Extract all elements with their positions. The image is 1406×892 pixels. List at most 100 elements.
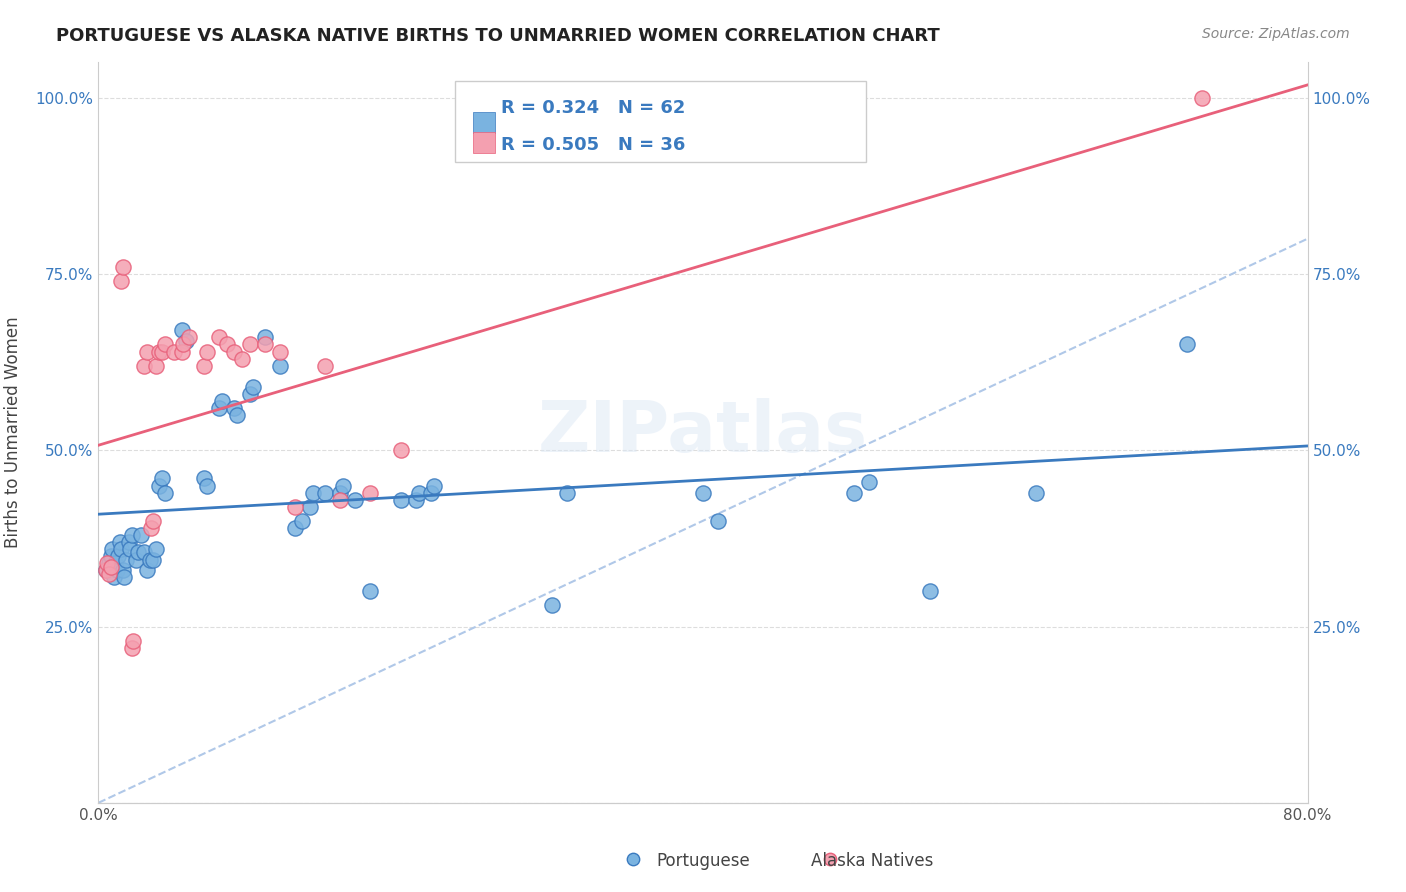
Point: [239, 387, 262, 401]
Point: [1175, 337, 1198, 351]
Point: [1024, 485, 1046, 500]
Point: [226, 408, 249, 422]
Point: [692, 485, 714, 500]
Point: [389, 443, 412, 458]
Point: [284, 500, 307, 514]
Point: [122, 633, 145, 648]
Point: [314, 485, 336, 500]
Point: [163, 344, 186, 359]
Point: [98, 556, 121, 570]
Point: [555, 485, 578, 500]
Point: [332, 478, 354, 492]
Point: [423, 478, 446, 492]
Point: [121, 640, 143, 655]
Point: [110, 541, 132, 556]
Y-axis label: Births to Unmarried Women: Births to Unmarried Women: [4, 317, 21, 549]
Point: [215, 337, 238, 351]
Point: [129, 528, 152, 542]
Point: [193, 359, 215, 373]
Point: [284, 521, 307, 535]
Point: [110, 274, 132, 288]
Point: [389, 492, 412, 507]
Text: R = 0.505   N = 36: R = 0.505 N = 36: [501, 136, 686, 153]
Point: [170, 344, 193, 359]
Point: [231, 351, 253, 366]
Point: [253, 330, 276, 344]
Point: [360, 584, 382, 599]
Point: [103, 570, 125, 584]
Point: [858, 475, 880, 489]
Point: [139, 552, 162, 566]
Point: [114, 552, 136, 566]
Point: [239, 337, 262, 351]
Point: [153, 485, 176, 500]
Point: [135, 344, 157, 359]
Point: [141, 521, 163, 535]
Point: [208, 330, 231, 344]
Point: [121, 528, 143, 542]
Point: [195, 478, 218, 492]
Point: [145, 359, 167, 373]
Point: [211, 393, 233, 408]
Text: R = 0.324   N = 62: R = 0.324 N = 62: [501, 99, 686, 117]
Point: [224, 401, 246, 415]
Point: [112, 570, 135, 584]
Point: [174, 334, 197, 348]
Point: [540, 599, 562, 613]
Text: R = 0.324   N = 62: R = 0.324 N = 62: [503, 96, 688, 114]
Point: [253, 337, 276, 351]
Text: PORTUGUESE VS ALASKA NATIVE BIRTHS TO UNMARRIED WOMEN CORRELATION CHART: PORTUGUESE VS ALASKA NATIVE BIRTHS TO UN…: [56, 27, 941, 45]
Point: [172, 337, 194, 351]
Point: [111, 563, 134, 577]
Point: [104, 556, 127, 570]
Point: [101, 541, 124, 556]
Point: [405, 492, 427, 507]
Point: [132, 359, 155, 373]
Point: [360, 485, 382, 500]
Point: [105, 563, 128, 577]
Point: [127, 545, 149, 559]
Point: [314, 359, 336, 373]
Point: [153, 337, 176, 351]
Point: [344, 492, 367, 507]
Point: [94, 563, 117, 577]
Point: [269, 344, 291, 359]
Point: [329, 492, 352, 507]
Point: [107, 549, 129, 563]
Point: [111, 260, 134, 274]
Point: [193, 471, 215, 485]
Point: [142, 514, 165, 528]
FancyBboxPatch shape: [474, 112, 495, 133]
Point: [150, 471, 173, 485]
Point: [150, 344, 173, 359]
Text: R = 0.505   N = 36: R = 0.505 N = 36: [503, 126, 688, 145]
Point: [1191, 91, 1213, 105]
Point: [918, 584, 941, 599]
FancyBboxPatch shape: [474, 132, 495, 153]
Point: [142, 552, 165, 566]
Point: [96, 556, 118, 570]
Point: [242, 380, 264, 394]
Point: [100, 549, 122, 563]
Point: [98, 566, 121, 581]
Text: Alaska Natives: Alaska Natives: [810, 852, 934, 870]
Point: [135, 563, 157, 577]
Point: [170, 323, 193, 337]
Point: [195, 344, 218, 359]
Point: [108, 535, 131, 549]
Text: ZIPatlas: ZIPatlas: [538, 398, 868, 467]
Point: [420, 485, 443, 500]
FancyBboxPatch shape: [456, 81, 866, 162]
Point: [302, 485, 325, 500]
Point: [132, 545, 155, 559]
Point: [269, 359, 291, 373]
Point: [179, 330, 201, 344]
Point: [329, 485, 352, 500]
Point: [118, 535, 141, 549]
Text: Portuguese: Portuguese: [657, 852, 749, 870]
Point: [299, 500, 322, 514]
Point: [408, 485, 430, 500]
Point: [707, 514, 730, 528]
Point: [145, 541, 167, 556]
Point: [621, 851, 644, 865]
